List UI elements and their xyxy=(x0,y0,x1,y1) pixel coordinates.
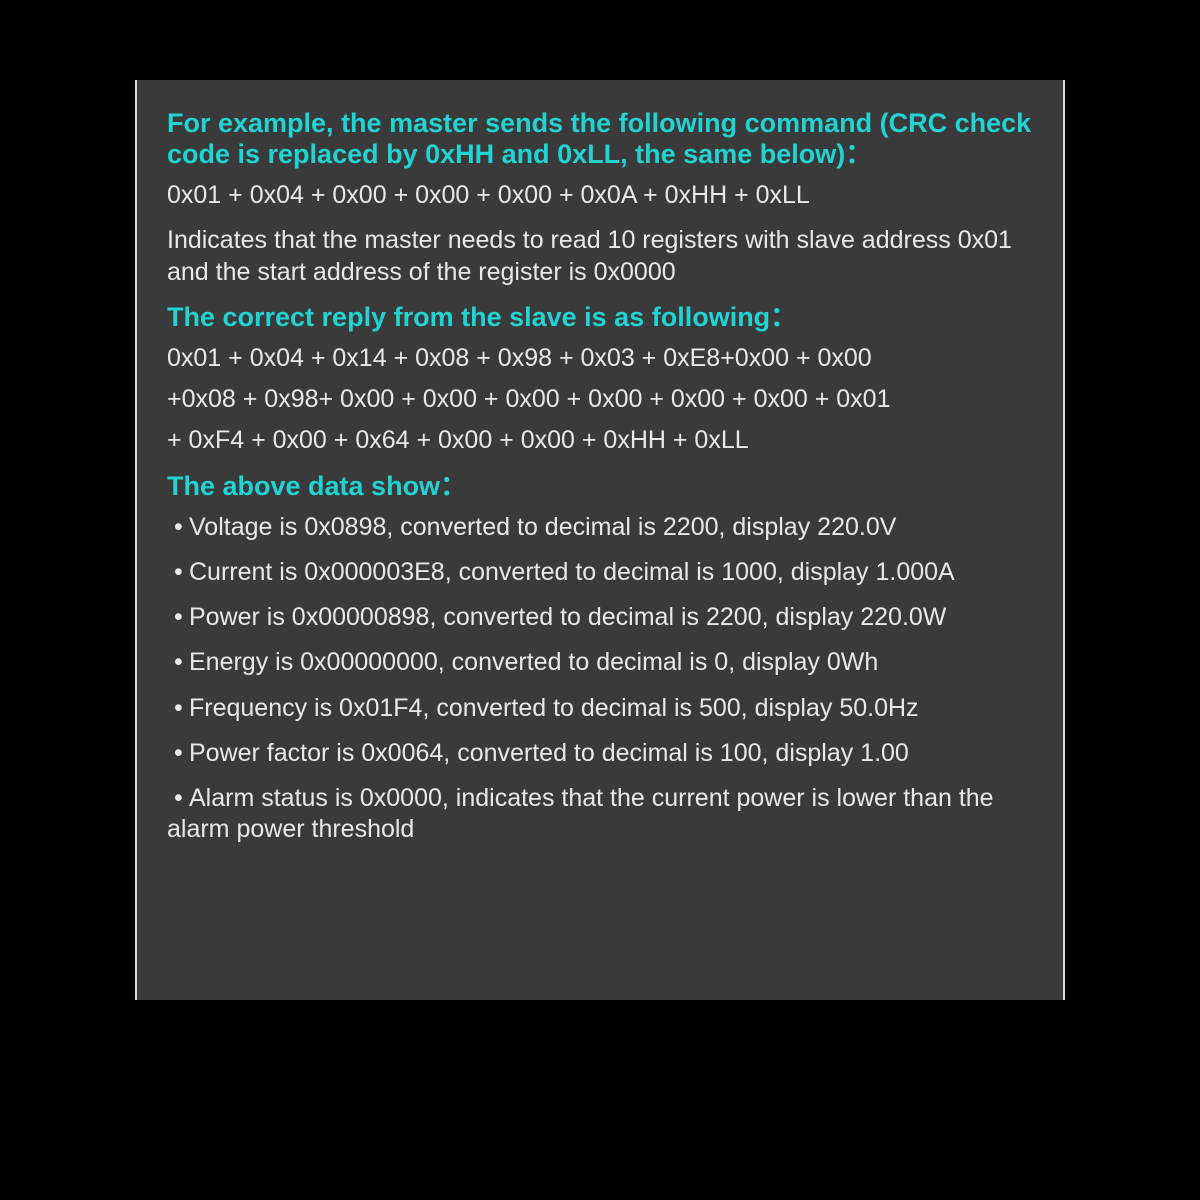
bullet-text: Power is 0x00000898, converted to decima… xyxy=(189,603,946,631)
bullet-text: Energy is 0x00000000, converted to decim… xyxy=(189,648,878,676)
heading-3: The above data show： xyxy=(167,471,1033,502)
reply-bytes-line2: +0x08 + 0x98+ 0x00 + 0x00 + 0x00 + 0x00 … xyxy=(167,384,1033,415)
bullet-item: •Energy is 0x00000000, converted to deci… xyxy=(167,647,1033,678)
bullet-text: Alarm status is 0x0000, indicates that t… xyxy=(167,784,994,843)
doc-panel: For example, the master sends the follow… xyxy=(135,80,1065,1000)
bullet-item: •Power is 0x00000898, converted to decim… xyxy=(167,602,1033,633)
bullet-item: •Alarm status is 0x0000, indicates that … xyxy=(167,783,1033,846)
reply-bytes-line1: 0x01 + 0x04 + 0x14 + 0x08 + 0x98 + 0x03 … xyxy=(167,343,1033,374)
command-bytes: 0x01 + 0x04 + 0x00 + 0x00 + 0x00 + 0x0A … xyxy=(167,180,1033,211)
heading-1: For example, the master sends the follow… xyxy=(167,108,1033,170)
heading-2: The correct reply from the slave is as f… xyxy=(167,302,1033,333)
bullet-text: Frequency is 0x01F4, converted to decima… xyxy=(189,694,919,722)
bullet-item: •Power factor is 0x0064, converted to de… xyxy=(167,738,1033,769)
bullet-item: •Frequency is 0x01F4, converted to decim… xyxy=(167,693,1033,724)
bullet-item: •Current is 0x000003E8, converted to dec… xyxy=(167,557,1033,588)
reply-bytes-line3: + 0xF4 + 0x00 + 0x64 + 0x00 + 0x00 + 0xH… xyxy=(167,425,1033,456)
bullet-text: Power factor is 0x0064, converted to dec… xyxy=(189,739,909,767)
command-description: Indicates that the master needs to read … xyxy=(167,225,1033,288)
bullet-text: Current is 0x000003E8, converted to deci… xyxy=(189,558,955,586)
bullet-text: Voltage is 0x0898, converted to decimal … xyxy=(189,513,896,541)
bullet-item: •Voltage is 0x0898, converted to decimal… xyxy=(167,512,1033,543)
